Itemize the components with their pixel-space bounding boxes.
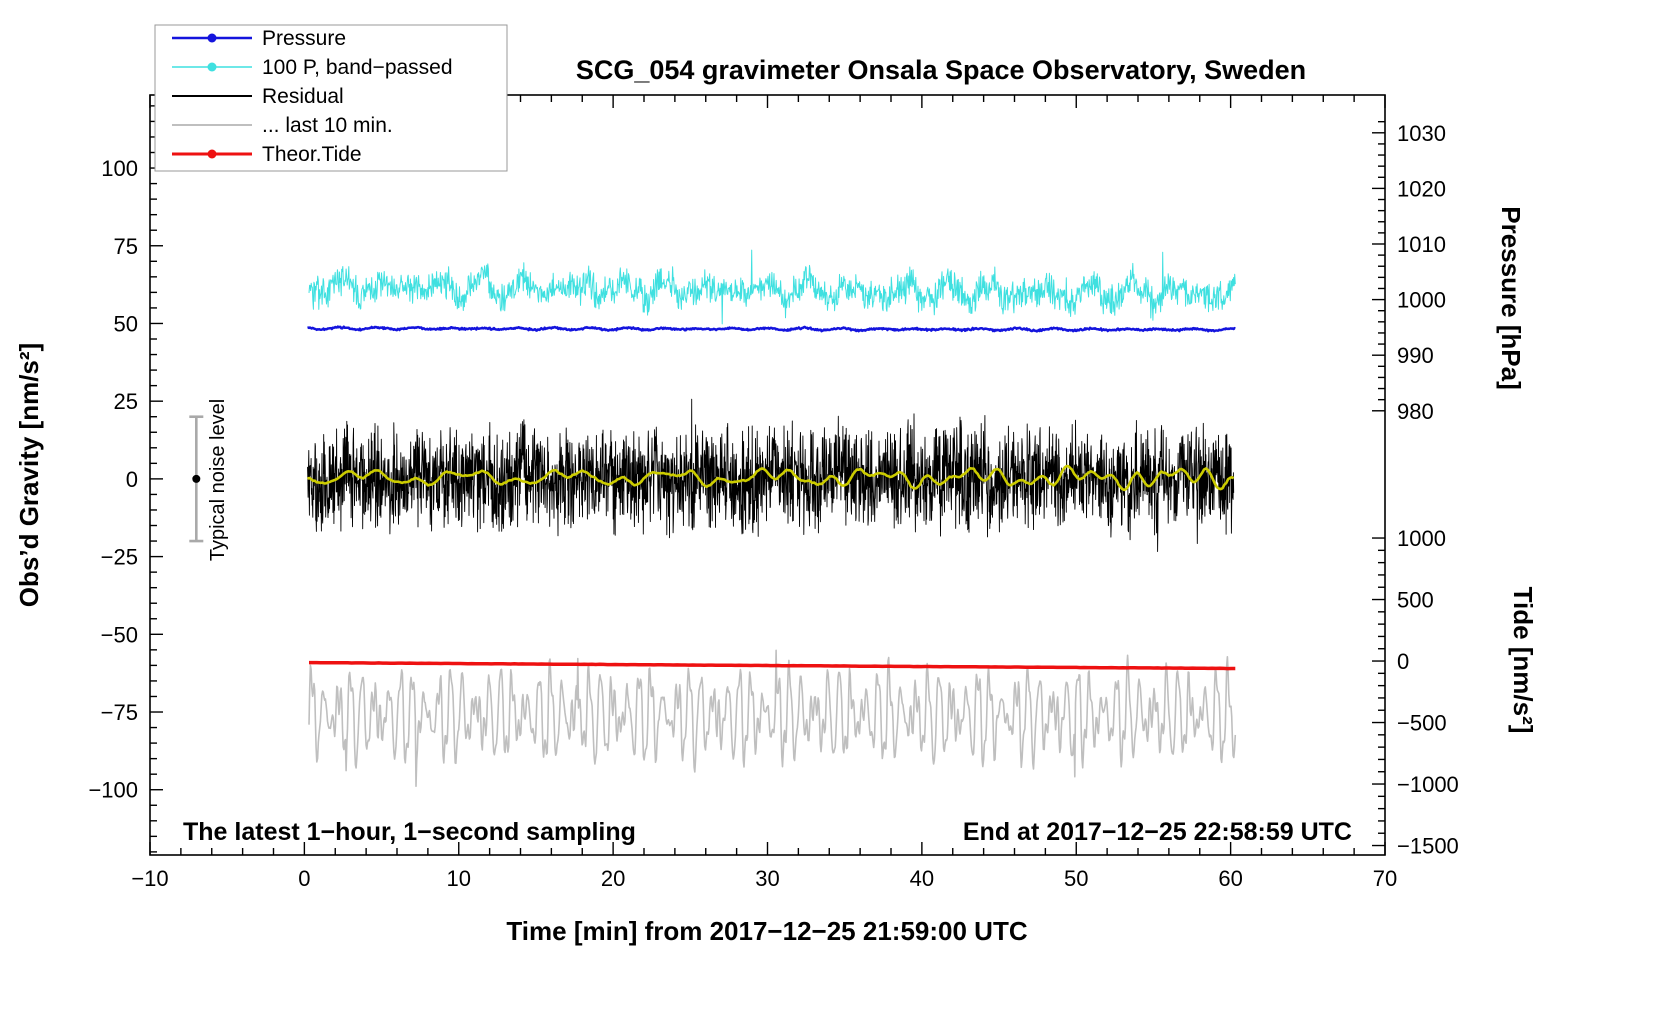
tide-tick-label: −1000: [1397, 772, 1459, 797]
series-last10: [308, 649, 1237, 788]
pressure-tick-label: 990: [1397, 343, 1434, 368]
gravity-axis-label: Obs’d Gravity [nm/s²]: [14, 343, 44, 607]
pressure-tick-label: 1000: [1397, 288, 1446, 313]
pressure-tick-label: 1030: [1397, 121, 1446, 146]
gravity-tick-label: −75: [101, 700, 138, 725]
series-tide: [309, 660, 1236, 671]
series-layer: [307, 249, 1237, 788]
legend-marker-pressure: [207, 33, 217, 43]
x-tick-label: 60: [1218, 866, 1242, 891]
gravity-tick-label: 0: [126, 467, 138, 492]
noise-bar-center-dot: [192, 474, 201, 483]
legend-label-pressure: Pressure: [262, 27, 346, 50]
tide-tick-label: 1000: [1397, 526, 1446, 551]
x-tick-label: 30: [755, 866, 779, 891]
gravity-tick-label: 25: [114, 389, 138, 414]
legend-label-residual: Residual: [262, 85, 344, 108]
gravity-tick-label: 50: [114, 311, 138, 336]
legend-label-theor-tide: Theor.Tide: [262, 143, 362, 166]
legend-label-band-passed: 100 P, band−passed: [262, 56, 453, 79]
noise-bar: [189, 415, 204, 543]
x-tick-label: 70: [1373, 866, 1397, 891]
sampling-note: The latest 1−hour, 1−second sampling: [183, 818, 636, 846]
x-tick-label: −10: [131, 866, 168, 891]
gravity-tick-label: 100: [101, 156, 138, 181]
x-tick-label: 0: [298, 866, 310, 891]
legend-item-pressure: Pressure: [172, 27, 346, 50]
gravity-tick-label: −100: [88, 778, 138, 803]
series-pressure: [307, 325, 1236, 333]
pressure-tick-label: 1010: [1397, 232, 1446, 257]
series-band_passed: [308, 249, 1236, 325]
legend-marker-theor-tide: [207, 149, 217, 159]
tide-axis-label: Tide [nm/s²]: [1508, 587, 1538, 734]
generated-layer: −10 0 10 20 30 40 50 60 70−100−75−50−25025507510…: [88, 94, 1459, 891]
end-time-note: End at 2017−12−25 22:58:59 UTC: [963, 818, 1352, 846]
legend-label-last10: ... last 10 min.: [262, 114, 393, 137]
x-axis-label: Time [min] from 2017−12−25 21:59:00 UTC: [506, 916, 1027, 946]
tide-tick-label: 500: [1397, 588, 1434, 613]
pressure-tick-label: 1020: [1397, 176, 1446, 201]
gravity-tick-label: 75: [114, 234, 138, 259]
gravity-tick-label: −25: [101, 545, 138, 570]
legend-marker-band-passed: [207, 62, 217, 72]
legend-item-residual: Residual: [172, 85, 344, 108]
axes-layer: −10 0 10 20 30 40 50 60 70−100−75−50−25025507510…: [88, 94, 1459, 891]
gravity-tick-label: −50: [101, 622, 138, 647]
legend-item-theor-tide: Theor.Tide: [172, 143, 362, 166]
series-residual: [307, 398, 1235, 552]
x-tick-label: 10: [447, 866, 471, 891]
tide-tick-label: −500: [1397, 711, 1447, 736]
chart-title: SCG_054 gravimeter Onsala Space Observat…: [576, 55, 1306, 85]
tide-tick-label: 0: [1397, 649, 1409, 674]
noise-level-label: Typical noise level: [207, 399, 229, 561]
legend: Pressure 100 P, band−passed Residual ...…: [154, 24, 508, 172]
legend-item-last10: ... last 10 min.: [172, 114, 393, 137]
legend-item-band-passed: 100 P, band−passed: [172, 56, 453, 79]
x-tick-label: 50: [1064, 866, 1088, 891]
tide-tick-label: −1500: [1397, 834, 1459, 859]
series-residual_smooth: [307, 464, 1235, 492]
x-tick-label: 40: [910, 866, 934, 891]
pressure-tick-label: 980: [1397, 399, 1434, 424]
legend-box: [154, 24, 508, 172]
x-tick-label: 20: [601, 866, 625, 891]
pressure-axis-label: Pressure [hPa]: [1496, 206, 1526, 390]
